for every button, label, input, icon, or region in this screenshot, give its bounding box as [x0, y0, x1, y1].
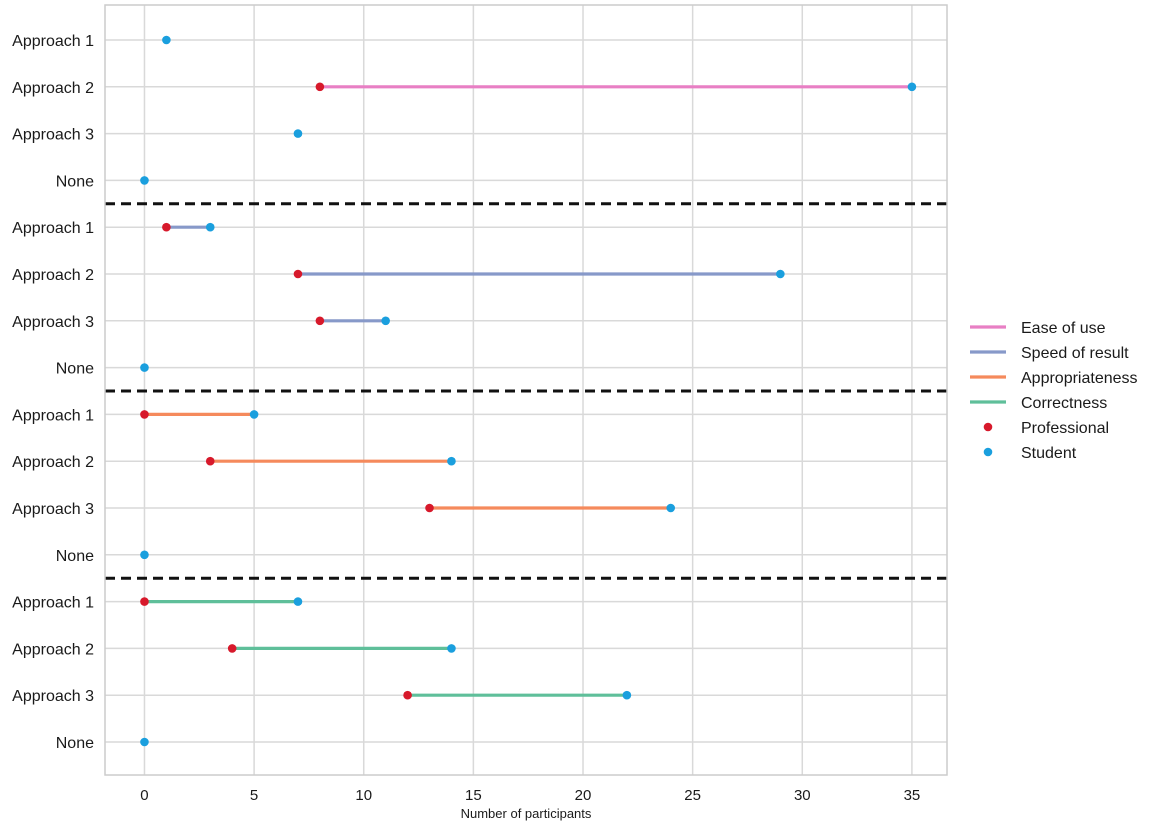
y-tick-label: Approach 3 — [12, 501, 94, 518]
student-point — [162, 35, 171, 45]
legend-label: Student — [1021, 445, 1077, 462]
y-tick-label: Approach 1 — [12, 33, 94, 50]
student-point — [622, 690, 632, 700]
legend-marker-swatch — [983, 447, 993, 457]
student-point — [140, 737, 149, 747]
x-tick-label: 20 — [575, 787, 592, 804]
y-tick-label: Approach 3 — [12, 688, 94, 705]
legend-label: Professional — [1021, 420, 1109, 437]
student-point — [447, 644, 456, 653]
y-tick-label: None — [56, 173, 94, 190]
x-tick-label: 30 — [794, 787, 811, 804]
professional-point — [140, 410, 149, 419]
legend-label: Speed of result — [1021, 345, 1129, 362]
professional-point — [293, 269, 303, 279]
y-tick-label: Approach 3 — [12, 127, 94, 144]
y-tick-label: None — [56, 548, 94, 565]
y-tick-label: Approach 1 — [12, 220, 94, 237]
y-tick-label: None — [56, 735, 94, 752]
professional-point — [403, 690, 412, 700]
professional-point — [162, 222, 171, 232]
x-tick-label: 35 — [904, 787, 921, 804]
y-tick-label: Approach 2 — [12, 454, 94, 471]
student-point — [666, 503, 676, 513]
professional-point — [315, 316, 325, 326]
student-point — [381, 316, 390, 326]
separator-layer — [105, 202, 947, 580]
y-tick-label: Approach 1 — [12, 595, 94, 612]
y-tick-label: Approach 2 — [12, 80, 94, 97]
data-points — [140, 35, 917, 747]
professional-point — [140, 597, 149, 606]
student-point — [205, 222, 215, 232]
legend-label: Ease of use — [1021, 320, 1106, 337]
range-lines — [144, 85, 912, 697]
student-point — [907, 82, 917, 92]
student-point — [293, 597, 303, 606]
y-tick-label: Approach 2 — [12, 641, 94, 658]
student-point — [140, 176, 149, 185]
professional-point — [315, 82, 325, 92]
student-point — [249, 410, 259, 419]
student-point — [776, 269, 785, 279]
student-point — [293, 129, 303, 138]
professional-point — [205, 456, 215, 466]
x-tick-label: 10 — [355, 787, 372, 804]
y-tick-label: Approach 2 — [12, 267, 94, 284]
professional-point — [425, 503, 434, 513]
legend-label: Appropriateness — [1021, 370, 1138, 387]
student-point — [140, 550, 149, 560]
legend: Ease of use Speed of result Appropriatenes… — [970, 320, 1138, 462]
y-tick-label: None — [56, 361, 94, 378]
legend-label: Correctness — [1021, 395, 1107, 412]
professional-point — [227, 644, 237, 653]
x-tick-label: 0 — [140, 787, 148, 804]
plot-frame — [104, 4, 948, 776]
x-tick-label: 25 — [684, 787, 701, 804]
y-tick-label: Approach 3 — [12, 314, 94, 331]
legend-marker-swatch — [983, 422, 993, 432]
y-tick-labels: Approach 1 Approach 2 Approach 3 None Approa… — [12, 33, 94, 752]
x-axis-label: Number of participants — [461, 806, 592, 821]
student-point — [447, 456, 456, 466]
x-tick-labels: 0 5 10 15 20 25 30 35 — [140, 787, 920, 804]
student-point — [140, 363, 149, 372]
x-tick-label: 15 — [465, 787, 482, 804]
x-tick-label: 5 — [250, 787, 258, 804]
y-tick-label: Approach 1 — [12, 407, 94, 424]
